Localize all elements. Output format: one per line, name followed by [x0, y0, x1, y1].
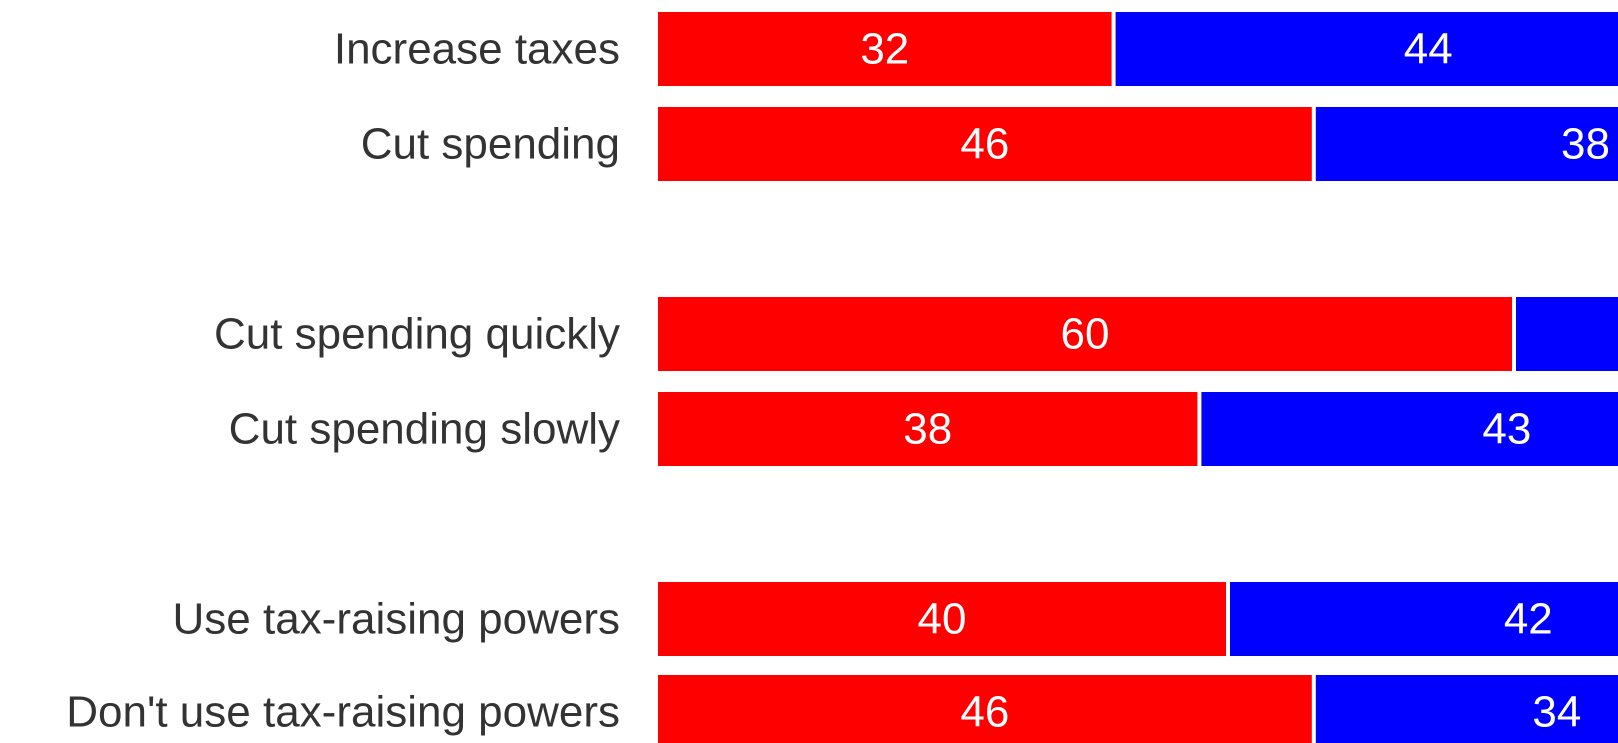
bar-segment-use-tax-raising-powers-2	[1230, 582, 1618, 656]
bar-segment-cut-spending-quickly-2	[1516, 297, 1618, 371]
data-label-use-tax-raising-powers-1: 40	[918, 595, 967, 644]
data-label-cut-spending-slowly-1: 38	[903, 405, 952, 454]
category-label-cut-spending-quickly: Cut spending quickly	[214, 310, 620, 359]
data-label-don-t-use-tax-raising-powers-1: 46	[960, 688, 1009, 737]
category-label-cut-spending: Cut spending	[361, 120, 620, 169]
data-label-increase-taxes-1: 32	[860, 25, 909, 74]
bar-segment-cut-spending-1	[658, 107, 1312, 181]
bar-segment-cut-spending-quickly-1	[658, 297, 1512, 371]
bar-segment-cut-spending-slowly-2	[1201, 392, 1618, 466]
bar-segment-use-tax-raising-powers-1	[658, 582, 1226, 656]
data-label-don-t-use-tax-raising-powers-2: 34	[1532, 688, 1581, 737]
data-label-cut-spending-1: 46	[960, 120, 1009, 169]
category-label-cut-spending-slowly: Cut spending slowly	[229, 405, 620, 454]
data-label-cut-spending-slowly-2: 43	[1482, 405, 1531, 454]
bar-segment-increase-taxes-1	[658, 12, 1112, 86]
category-labels: Increase taxes Cut spending Cut spending q…	[66, 25, 620, 737]
bar-segment-don-t-use-tax-raising-powers-1	[658, 675, 1312, 743]
category-label-use-tax-raising-powers: Use tax-raising powers	[173, 595, 621, 644]
category-label-don-t-use-tax-raising-powers: Don't use tax-raising powers	[66, 688, 620, 737]
category-label-increase-taxes: Increase taxes	[334, 25, 620, 74]
data-label-cut-spending-quickly-1: 60	[1061, 310, 1110, 359]
bar-segment-cut-spending-slowly-1	[658, 392, 1198, 466]
data-label-use-tax-raising-powers-2: 42	[1504, 595, 1553, 644]
data-label-increase-taxes-2: 44	[1404, 25, 1453, 74]
bar-segment-increase-taxes-2	[1115, 12, 1618, 86]
bars: 324417463812602115384313404213463415	[658, 12, 1618, 743]
bar-segment-don-t-use-tax-raising-powers-2	[1315, 675, 1618, 743]
data-label-cut-spending-2: 38	[1561, 120, 1610, 169]
bar-segment-cut-spending-2	[1315, 107, 1618, 181]
